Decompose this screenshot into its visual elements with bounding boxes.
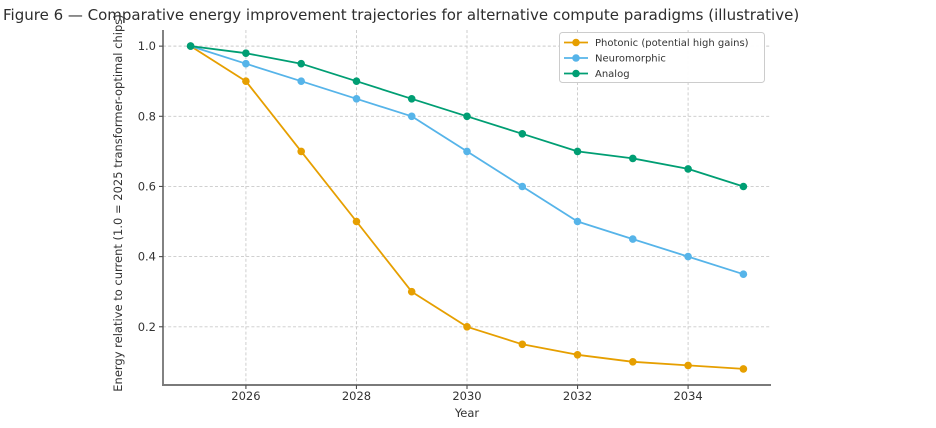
grid-layer xyxy=(163,30,771,385)
legend-marker xyxy=(572,38,580,47)
legend-item-neuromorphic: Neuromorphic xyxy=(564,54,666,65)
data-point-neuromorphic xyxy=(739,270,748,279)
data-point-photonic-potential-high-gains xyxy=(297,147,306,156)
data-point-neuromorphic xyxy=(629,235,637,243)
figure-title: Figure 6 — Comparative energy improvemen… xyxy=(3,6,799,24)
data-point-neuromorphic xyxy=(352,95,361,103)
x-tick-label: 2034 xyxy=(673,389,702,403)
data-point-neuromorphic xyxy=(463,147,471,156)
legend: Photonic (potential high gains) Neuromorp… xyxy=(559,32,765,83)
data-point-analog xyxy=(629,154,637,163)
data-point-photonic-potential-high-gains xyxy=(518,340,527,349)
legend-marker xyxy=(572,69,580,78)
x-tick-label: 2030 xyxy=(452,389,481,403)
axis-layer: 2026 2028 2030 2032 2034 0.2 0.4 0.6 0.8 1.0 xyxy=(138,30,771,403)
x-tick-label: 2032 xyxy=(563,389,592,403)
legend-item-analog: Analog xyxy=(564,69,630,80)
data-point-analog xyxy=(352,77,361,85)
data-point-photonic-potential-high-gains xyxy=(739,365,748,373)
x-tick-label: 2028 xyxy=(342,389,371,403)
data-point-analog xyxy=(573,147,582,156)
data-point-analog xyxy=(684,165,692,173)
data-point-analog xyxy=(407,95,416,103)
data-point-photonic-potential-high-gains xyxy=(407,287,416,296)
data-point-photonic-potential-high-gains xyxy=(242,77,250,85)
legend-box xyxy=(559,32,765,83)
data-point-neuromorphic xyxy=(242,59,250,68)
y-axis-label: Energy relative to current (1.0 = 2025 t… xyxy=(111,14,125,391)
data-point-neuromorphic xyxy=(573,217,582,226)
data-point-analog xyxy=(463,112,471,121)
legend-label: Analog xyxy=(595,69,630,80)
x-axis-label: Year xyxy=(454,406,480,420)
legend-label: Neuromorphic xyxy=(595,54,666,65)
data-point-neuromorphic xyxy=(407,112,416,121)
y-tick-label: 0.2 xyxy=(138,320,156,334)
legend-label: Photonic (potential high gains) xyxy=(595,38,749,49)
data-point-photonic-potential-high-gains xyxy=(463,323,471,331)
data-point-neuromorphic xyxy=(684,252,692,261)
data-point-neuromorphic xyxy=(297,77,306,85)
y-tick-label: 1.0 xyxy=(138,39,156,53)
data-point-photonic-potential-high-gains xyxy=(573,351,582,359)
data-point-analog xyxy=(186,42,195,50)
legend-item-photonic-potential-high-gains: Photonic (potential high gains) xyxy=(564,38,749,49)
data-point-photonic-potential-high-gains xyxy=(684,361,692,370)
y-tick-label: 0.8 xyxy=(138,109,156,123)
data-point-analog xyxy=(518,130,527,138)
data-point-photonic-potential-high-gains xyxy=(352,217,361,226)
data-point-analog xyxy=(297,59,306,68)
series-layer xyxy=(186,42,748,373)
x-tick-label: 2026 xyxy=(231,389,260,403)
data-point-photonic-potential-high-gains xyxy=(629,358,637,366)
y-tick-label: 0.6 xyxy=(138,179,156,193)
data-point-neuromorphic xyxy=(518,182,527,191)
legend-marker xyxy=(572,54,580,62)
y-tick-label: 0.4 xyxy=(138,250,156,264)
data-point-analog xyxy=(242,49,250,57)
data-point-analog xyxy=(739,182,748,191)
